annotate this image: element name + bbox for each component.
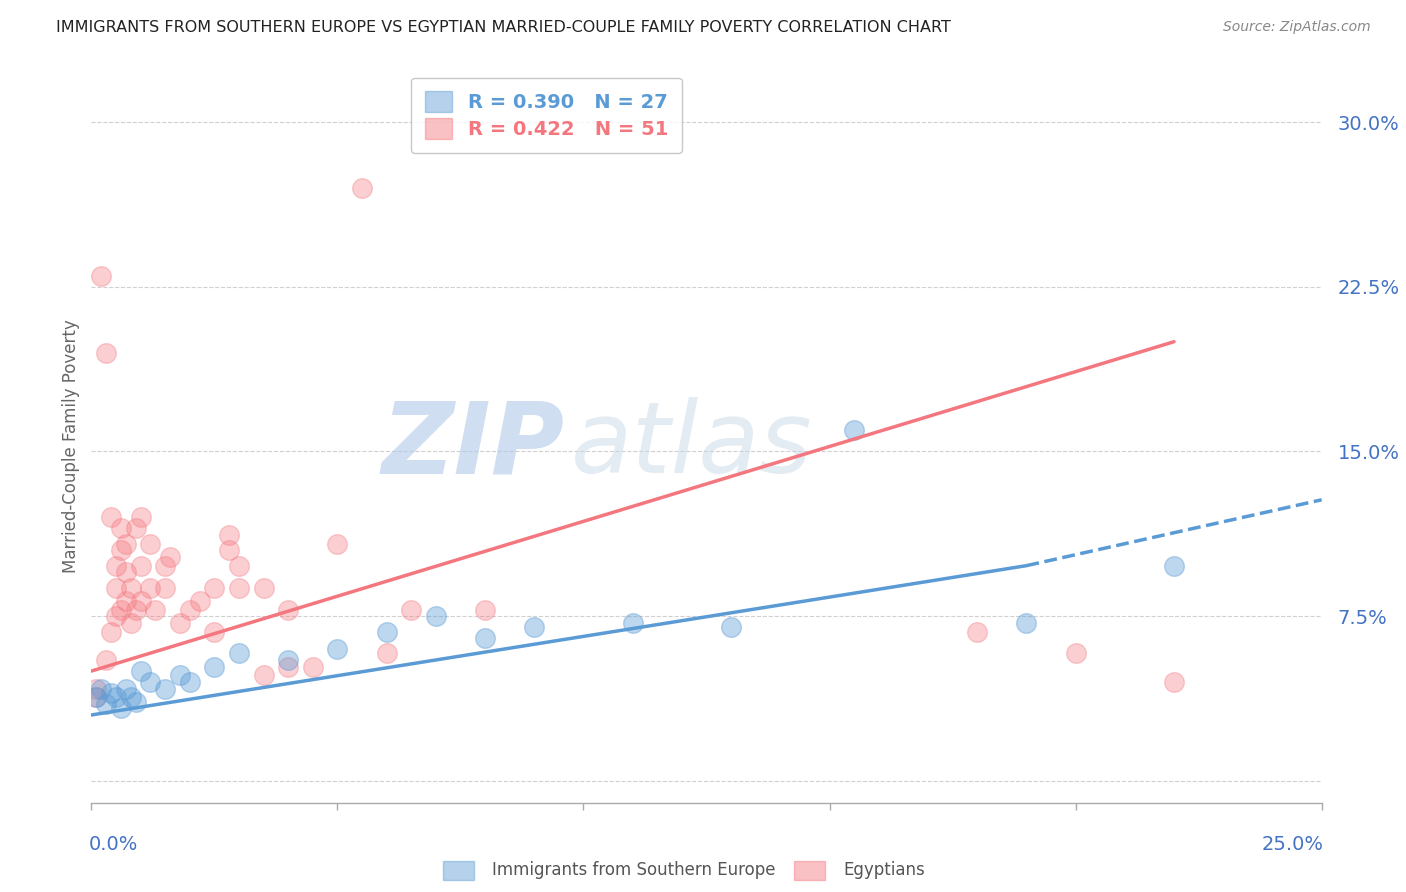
Point [139, 675, 162, 690]
Point [110, 602, 132, 616]
Point [218, 543, 240, 558]
Point [399, 602, 422, 616]
Point [179, 675, 201, 690]
Point [326, 537, 349, 551]
Text: atlas: atlas [571, 398, 813, 494]
Point [1015, 615, 1038, 630]
Point [474, 631, 496, 645]
Point [90, 268, 112, 283]
Point [1064, 647, 1087, 661]
Point [228, 558, 250, 573]
Point [277, 653, 299, 667]
Point [228, 581, 250, 595]
Point [129, 664, 152, 678]
Point [120, 615, 142, 630]
Point [202, 624, 225, 639]
Point [277, 602, 299, 616]
Point [159, 549, 181, 564]
Point [139, 537, 162, 551]
Point [153, 681, 177, 696]
Point [120, 690, 142, 705]
Point [105, 609, 127, 624]
Point [114, 681, 138, 696]
Point [90, 681, 112, 696]
Point [129, 594, 152, 608]
Point [277, 659, 299, 673]
Point [96, 345, 117, 359]
Y-axis label: Married-Couple Family Poverty: Married-Couple Family Poverty [62, 319, 80, 573]
Point [301, 659, 323, 673]
Point [966, 624, 988, 639]
Point [96, 697, 117, 711]
Point [169, 668, 191, 682]
Point [105, 690, 127, 705]
Point [110, 521, 132, 535]
Point [129, 510, 152, 524]
Point [202, 659, 225, 673]
Text: IMMIGRANTS FROM SOUTHERN EUROPE VS EGYPTIAN MARRIED-COUPLE FAMILY POVERTY CORREL: IMMIGRANTS FROM SOUTHERN EUROPE VS EGYPT… [56, 20, 950, 35]
Point [86, 690, 108, 705]
Point [129, 558, 152, 573]
Point [153, 558, 177, 573]
Point [110, 543, 132, 558]
Text: 25.0%: 25.0% [1263, 835, 1324, 854]
Point [124, 695, 146, 709]
Point [139, 581, 162, 595]
Text: ZIP: ZIP [382, 398, 565, 494]
Point [326, 642, 349, 657]
Point [96, 653, 117, 667]
Point [228, 647, 250, 661]
Point [253, 581, 276, 595]
Point [1163, 558, 1185, 573]
Point [523, 620, 546, 634]
Point [100, 686, 122, 700]
Point [86, 690, 108, 705]
Point [105, 581, 127, 595]
Point [218, 528, 240, 542]
Point [842, 423, 865, 437]
Point [179, 602, 201, 616]
Point [375, 647, 398, 661]
Legend: R = 0.390   N = 27, R = 0.422   N = 51: R = 0.390 N = 27, R = 0.422 N = 51 [412, 78, 682, 153]
Point [100, 624, 122, 639]
Text: Egyptians: Egyptians [844, 861, 925, 879]
Text: Source: ZipAtlas.com: Source: ZipAtlas.com [1223, 20, 1371, 34]
Point [153, 581, 177, 595]
Point [621, 615, 644, 630]
Point [105, 558, 127, 573]
Point [253, 668, 276, 682]
Point [375, 624, 398, 639]
Point [120, 581, 142, 595]
Point [425, 609, 447, 624]
Point [114, 566, 138, 580]
Point [110, 701, 132, 715]
Point [114, 594, 138, 608]
Point [86, 681, 108, 696]
Point [145, 602, 166, 616]
Point [352, 181, 374, 195]
Text: Immigrants from Southern Europe: Immigrants from Southern Europe [492, 861, 776, 879]
Point [100, 510, 122, 524]
Point [169, 615, 191, 630]
Point [124, 521, 146, 535]
Point [1163, 675, 1185, 690]
Point [114, 537, 138, 551]
Point [188, 594, 211, 608]
Point [124, 602, 146, 616]
Point [474, 602, 496, 616]
Text: 0.0%: 0.0% [89, 835, 138, 854]
Point [720, 620, 742, 634]
Point [202, 581, 225, 595]
